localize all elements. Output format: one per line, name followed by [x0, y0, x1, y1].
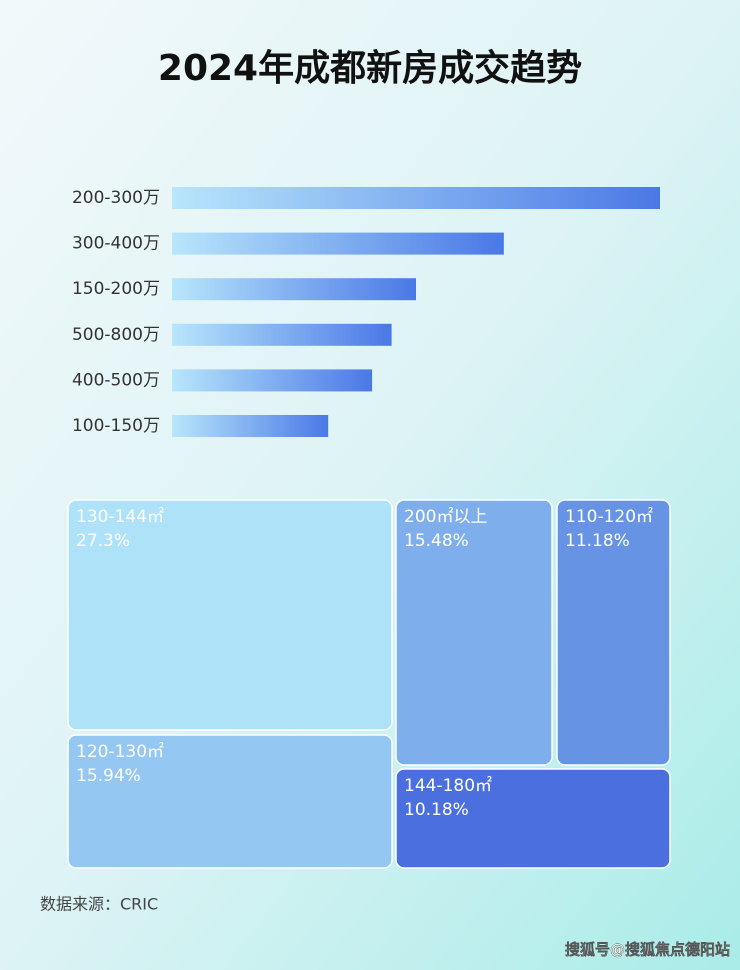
y-tick-label: 100-150万	[72, 416, 160, 436]
cell-value: 15.48%	[404, 531, 469, 551]
treemap-cell	[395, 768, 671, 869]
cell-label: 110-120㎡	[565, 507, 653, 527]
cell-value: 11.18%	[565, 531, 630, 551]
bar	[172, 369, 373, 392]
bar	[172, 232, 504, 255]
cell-label: 130-144㎡	[76, 507, 164, 527]
treemap-cell	[67, 499, 393, 731]
cell-value: 15.94%	[76, 766, 141, 786]
cell-label: 120-130㎡	[76, 742, 164, 762]
cell-value: 27.3%	[76, 531, 130, 551]
y-tick-label: 500-800万	[72, 325, 160, 345]
treemap-cell	[67, 734, 393, 869]
bar	[172, 415, 329, 437]
source: 数据来源：CRIC	[40, 895, 158, 914]
cell-label: 200㎡以上	[404, 507, 487, 527]
y-tick-label: 300-400万	[72, 234, 160, 254]
y-tick-label: 400-500万	[72, 370, 160, 390]
bar	[172, 187, 660, 209]
treemap-cell	[556, 499, 671, 766]
cell-value: 10.18%	[404, 800, 469, 820]
chart-title: 2024年成都新房成交趋势	[158, 47, 582, 89]
bar	[172, 323, 392, 346]
cell-label: 144-180㎡	[404, 776, 492, 796]
watermark: 搜狐号@搜狐焦点德阳站	[565, 941, 730, 959]
bar	[172, 278, 416, 301]
y-tick-label: 150-200万	[72, 279, 160, 299]
treemap-cell	[395, 499, 553, 766]
y-tick-label: 200-300万	[72, 188, 160, 208]
